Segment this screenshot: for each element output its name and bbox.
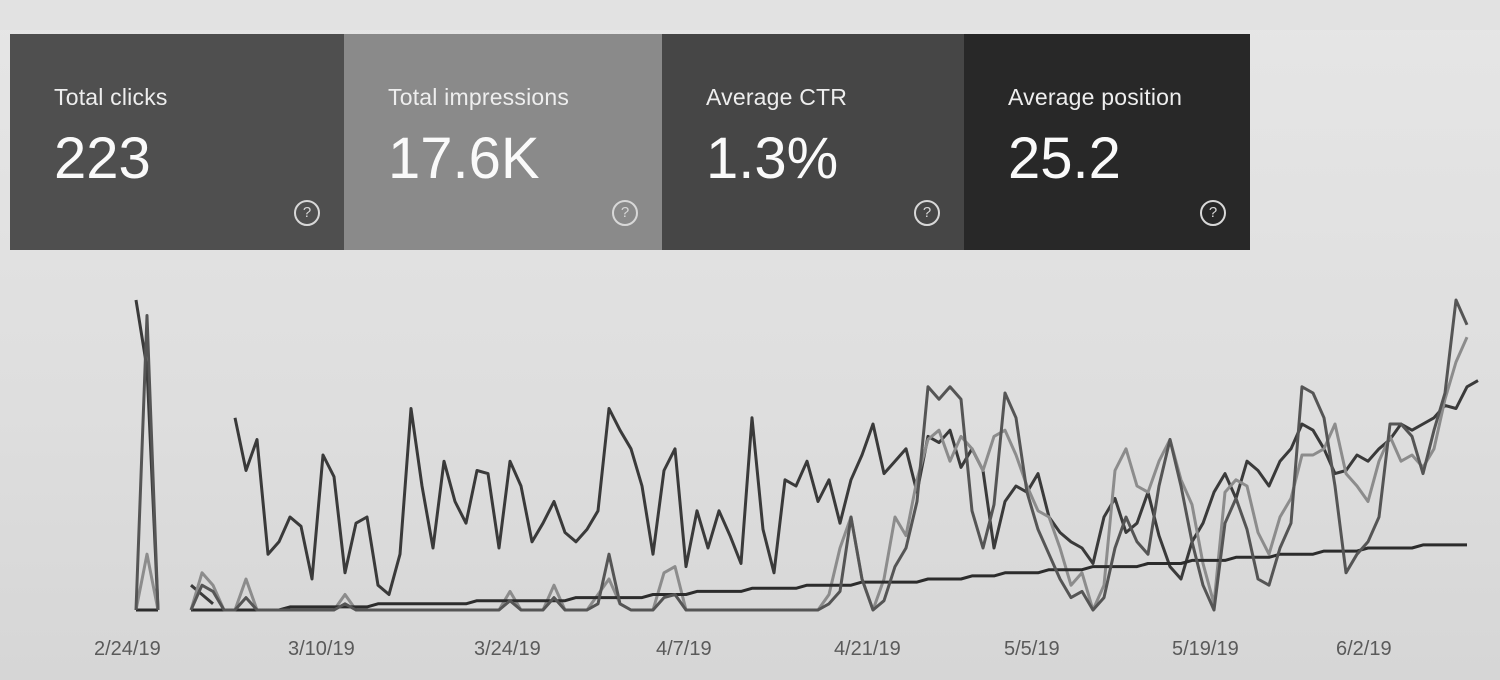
x-tick-label: 5/5/19 — [1004, 638, 1060, 660]
x-tick-label: 4/7/19 — [656, 638, 712, 660]
top-bar — [0, 0, 1500, 30]
metric-card-average-position[interactable]: Average position 25.2 ? — [964, 34, 1250, 250]
chart-plot — [134, 298, 1479, 612]
series-line-impressions — [136, 543, 1467, 612]
x-tick-label: 4/21/19 — [834, 638, 901, 660]
metric-card-total-clicks[interactable]: Total clicks 223 ? — [10, 34, 344, 250]
help-circle-icon[interactable]: ? — [612, 200, 638, 226]
x-tick-label: 3/24/19 — [474, 638, 541, 660]
performance-chart: 2/24/19 3/10/19 3/24/19 4/7/19 4/21/19 5/5/19… — [0, 250, 1500, 680]
help-circle-icon[interactable]: ? — [914, 200, 940, 226]
metric-label: Total clicks — [54, 84, 168, 110]
metric-card-average-ctr[interactable]: Average CTR 1.3% ? — [662, 34, 964, 250]
metric-card-total-impressions[interactable]: Total impressions 17.6K ? — [344, 34, 662, 250]
series-line-ctr — [134, 298, 1469, 612]
help-circle-icon[interactable]: ? — [294, 200, 320, 226]
metric-value: 17.6K — [388, 126, 540, 191]
x-tick-label: 2/24/19 — [94, 638, 161, 660]
metric-label: Average CTR — [706, 84, 848, 110]
metric-value: 1.3% — [706, 126, 839, 191]
help-circle-icon[interactable]: ? — [1200, 200, 1226, 226]
x-tick-label: 3/10/19 — [288, 638, 355, 660]
metric-label: Total impressions — [388, 84, 570, 110]
x-tick-label: 5/19/19 — [1172, 638, 1239, 660]
metric-label: Average position — [1008, 84, 1183, 110]
x-tick-label: 6/2/19 — [1336, 638, 1392, 660]
metric-value: 25.2 — [1008, 126, 1121, 191]
metrics-panel: Total clicks 223 ? Total impressions 17.… — [10, 34, 1250, 250]
metric-value: 223 — [54, 126, 151, 191]
